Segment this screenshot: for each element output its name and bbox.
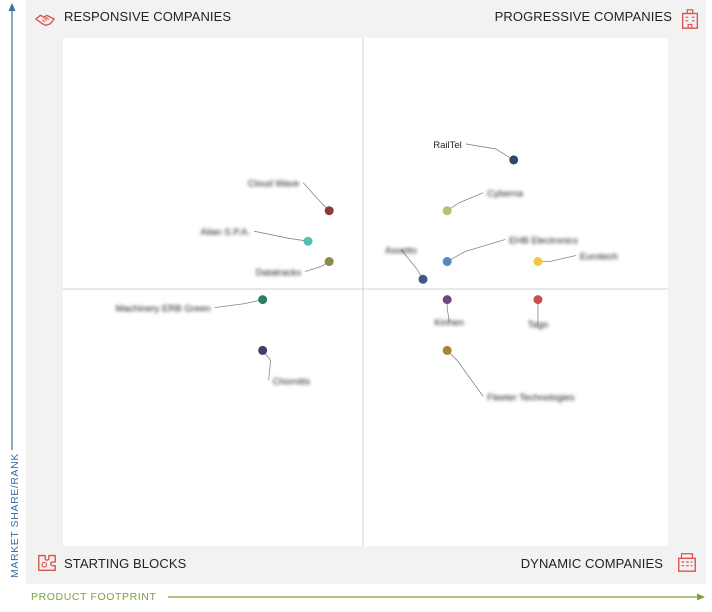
point-label: Kinhen [434,318,464,329]
data-point[interactable] [258,345,268,355]
data-point[interactable] [303,236,313,246]
point-label: Eurotech [580,252,618,263]
data-point[interactable] [442,345,452,355]
point-label: Chornitis [273,376,311,387]
data-point[interactable] [324,257,334,267]
leader-line [537,255,577,262]
data-point[interactable] [533,295,543,305]
plot-area [63,38,668,546]
quadrant-label-bottom-left: STARTING BLOCKS [64,556,187,571]
office-icon [678,553,696,572]
handshake-icon [35,14,55,27]
point-label: Datatrackx [256,268,302,279]
y-axis-label: MARKET SHARE/RANK [9,453,21,578]
point-label: Machinery ERB Green [116,304,211,315]
leader-line [446,192,484,212]
y-axis-arrowhead [8,3,16,11]
point-label: RailTel [433,140,462,151]
quadrant-label-top-left: RESPONSIVE COMPANIES [64,9,232,24]
point-label: Ailan S.P.A. [201,227,250,238]
quadrant-label-bottom-right: DYNAMIC COMPANIES [520,556,663,571]
data-point[interactable] [258,295,268,305]
point-label: Cyberna [487,189,524,200]
leader-line [214,299,263,309]
point-label: Fleeter Technologies [487,392,575,403]
point-label: EHB Electronics [509,236,578,247]
leader-line [446,239,506,262]
x-axis-label: PRODUCT FOOTPRINT [31,591,157,603]
data-point[interactable] [442,295,452,305]
point-label: Assetto [385,245,417,256]
point-label: Cloud Wave [248,179,299,190]
point-label: Tago [528,320,549,331]
data-point[interactable] [324,206,334,216]
leader-line [446,350,484,397]
leader-line [253,230,309,242]
quadrant-label-top-right: PROGRESSIVE COMPANIES [494,9,672,24]
data-point[interactable] [509,155,519,165]
data-point[interactable] [418,274,428,284]
data-point[interactable] [442,257,452,267]
data-point[interactable] [533,257,543,267]
puzzle-icon [38,554,56,571]
leader-line [465,143,514,161]
building-icon [681,9,699,29]
data-point[interactable] [442,206,452,216]
leader-line [302,182,330,212]
x-axis-arrowhead [697,593,705,601]
leader-line [262,350,272,381]
